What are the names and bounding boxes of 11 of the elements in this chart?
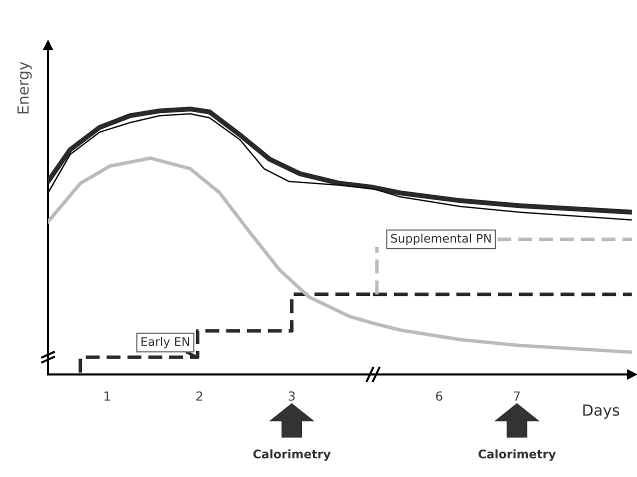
text: Calorimetry	[253, 449, 331, 461]
x-tick-label: 7	[514, 391, 520, 401]
x-tick-label: 1	[104, 391, 110, 401]
text: Calorimetry	[478, 449, 556, 461]
y-axis-title: Energy	[17, 62, 32, 114]
annotation: Supplemental PN	[391, 234, 491, 246]
annotation: Early EN	[142, 336, 190, 348]
x-tick-label: 2	[196, 391, 202, 401]
x-tick-label: 3	[288, 391, 295, 401]
x-axis-title: Days	[583, 404, 620, 419]
x-tick-label: 6	[436, 391, 442, 401]
